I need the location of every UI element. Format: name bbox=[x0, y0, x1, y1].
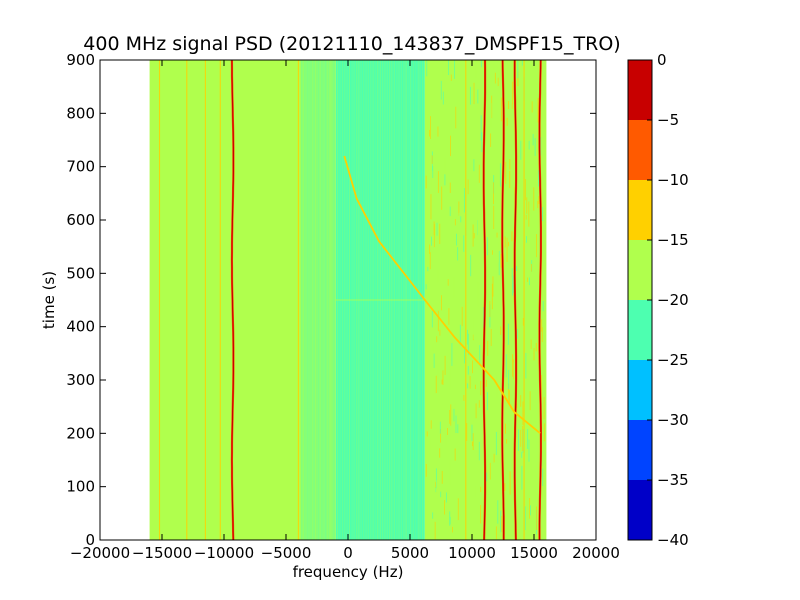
carrier-line bbox=[231, 60, 234, 540]
colorbar-tick-label: −40 bbox=[657, 531, 689, 549]
y-tick-label: 500 bbox=[66, 264, 95, 282]
chart-title: 400 MHz signal PSD (20121110_143837_DMSP… bbox=[83, 33, 620, 55]
y-tick-label: 900 bbox=[66, 51, 95, 69]
x-tick-label: −10000 bbox=[194, 544, 254, 562]
colorbar-tick-label: −5 bbox=[657, 111, 679, 129]
colorbar-tick-label: −25 bbox=[657, 351, 689, 369]
y-tick-label: 0 bbox=[85, 531, 95, 549]
colorbar-level bbox=[628, 240, 652, 300]
colorbar-level bbox=[628, 60, 652, 120]
colorbar-level bbox=[628, 180, 652, 240]
carrier-line bbox=[483, 60, 486, 540]
carrier-line bbox=[538, 60, 542, 540]
carrier-line bbox=[501, 60, 505, 540]
y-tick-label: 200 bbox=[66, 424, 95, 442]
x-tick-label: −5000 bbox=[261, 544, 312, 562]
psd-texture bbox=[300, 60, 545, 540]
colorbar-tick-label: −30 bbox=[657, 411, 689, 429]
x-tick-label: 10000 bbox=[448, 544, 496, 562]
x-tick-label: −20000 bbox=[70, 544, 130, 562]
colorbar-level bbox=[628, 120, 652, 180]
colorbar-tick-label: −20 bbox=[657, 291, 689, 309]
carrier-line bbox=[514, 60, 517, 540]
x-axis-ticks: −20000 −15000 −10000 −5000 0 5000 10000 15000 20… bbox=[70, 60, 620, 562]
doppler-track-line bbox=[343, 155, 541, 434]
y-tick-label: 700 bbox=[66, 158, 95, 176]
colorbar-tick-label: 0 bbox=[657, 51, 667, 69]
colorbar: 0 −5 −10 −15 −20 −25 −30 −35 −40 bbox=[627, 51, 689, 549]
x-tick-label: 0 bbox=[343, 544, 353, 562]
y-tick-label: 100 bbox=[66, 478, 95, 496]
colorbar-level bbox=[628, 360, 652, 420]
colorbar-tick-label: −15 bbox=[657, 231, 689, 249]
colorbar-tick-label: −35 bbox=[657, 471, 689, 489]
weak-carrier-lines bbox=[158, 60, 525, 540]
y-tick-label: 300 bbox=[66, 371, 95, 389]
strong-carrier-lines bbox=[230, 60, 543, 540]
y-axis-label: time (s) bbox=[40, 271, 58, 329]
y-tick-label: 600 bbox=[66, 211, 95, 229]
colorbar-level bbox=[628, 480, 652, 540]
x-tick-label: 20000 bbox=[572, 544, 620, 562]
doppler-track bbox=[343, 155, 541, 434]
y-axis-ticks: 0 100 200 300 400 500 600 700 800 900 bbox=[66, 51, 596, 549]
x-tick-label: 15000 bbox=[510, 544, 558, 562]
y-tick-label: 800 bbox=[66, 104, 95, 122]
x-tick-label: 5000 bbox=[391, 544, 429, 562]
y-tick-label: 400 bbox=[66, 318, 95, 336]
x-tick-label: −15000 bbox=[132, 544, 192, 562]
colorbar-tick-label: −10 bbox=[657, 171, 689, 189]
colorbar-level bbox=[628, 300, 652, 360]
x-axis-label: frequency (Hz) bbox=[293, 563, 404, 581]
plot-area bbox=[149, 60, 547, 540]
colorbar-level bbox=[628, 420, 652, 480]
